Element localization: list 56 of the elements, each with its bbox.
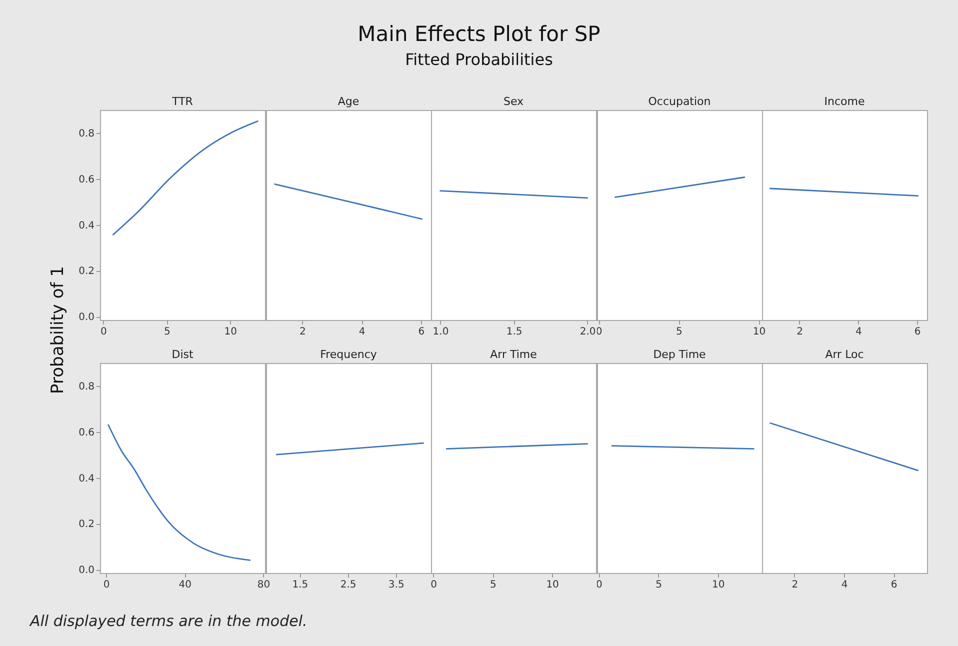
chart-title: Frequency <box>320 348 378 361</box>
chart-title: Arr Loc <box>825 348 864 361</box>
x-tick-label: 10 <box>752 326 766 338</box>
x-tick-label: 5 <box>490 580 496 590</box>
y-tick-label: 0.6 <box>78 174 94 186</box>
text: Probability of 1 <box>48 266 68 394</box>
x-tick-label: 0 <box>596 326 602 338</box>
text: Fitted Probabilities <box>404 50 554 69</box>
x-tick-label: 4 <box>855 326 862 338</box>
x-tick-label: 0 <box>596 580 602 590</box>
x-tick-label: 10 <box>224 326 237 338</box>
y-tick-label: 0.8 <box>78 128 94 140</box>
x-tick-label: 4 <box>841 580 848 590</box>
x-tick-label: 6 <box>890 580 898 590</box>
y-tick-label: 0.6 <box>78 427 94 438</box>
x-tick-label: 10 <box>546 580 559 590</box>
chart-title: Income <box>824 95 865 108</box>
x-tick-label: 0 <box>430 580 437 590</box>
chart-title: Occupation <box>648 95 711 108</box>
x-tick-label: 2 <box>300 326 306 338</box>
y-tick-label: 0.0 <box>78 565 94 576</box>
y-tick-label: 0.2 <box>78 519 94 530</box>
y-tick-label: 0.0 <box>78 312 94 324</box>
x-tick-label: 2.5 <box>340 580 356 590</box>
x-tick-label: 0 <box>100 326 107 338</box>
x-tick-label: 5 <box>676 326 682 338</box>
y-tick-label: 0.4 <box>78 473 94 484</box>
y-tick-label: 0.2 <box>78 266 94 278</box>
chart-title: Sex <box>503 95 524 108</box>
chart-title: Dep Time <box>653 348 706 361</box>
x-tick-label: 1.5 <box>292 580 308 590</box>
x-tick-label: 2 <box>792 580 798 590</box>
y-tick-label: 0.8 <box>78 381 94 392</box>
chart-title: Age <box>338 95 360 108</box>
x-tick-label: 6 <box>914 326 921 338</box>
x-tick-label: 3.5 <box>388 580 404 590</box>
x-tick-label: 40 <box>178 580 192 590</box>
chart-title: Arr Time <box>490 348 538 361</box>
x-tick-label: 5 <box>656 580 662 590</box>
x-tick-label: 6 <box>418 326 425 338</box>
x-tick-label: 2.0 <box>580 326 596 338</box>
text: All displayed terms are in the model. <box>30 612 308 630</box>
chart-title: TTR <box>171 95 194 108</box>
x-tick-label: 4 <box>358 326 366 338</box>
x-tick-label: 0 <box>103 580 110 590</box>
chart-title: Dist <box>172 348 194 361</box>
x-tick-label: 5 <box>164 326 170 338</box>
y-tick-label: 0.4 <box>78 220 94 232</box>
x-tick-label: 2 <box>796 326 804 338</box>
x-tick-label: 1.0 <box>432 326 449 338</box>
x-tick-label: 1.5 <box>506 326 522 338</box>
text: Main Effects Plot for SP <box>356 22 602 46</box>
line-series <box>112 120 258 236</box>
x-tick-label: 80 <box>257 580 270 590</box>
x-tick-label: 10 <box>712 580 725 590</box>
line-series <box>108 424 251 561</box>
